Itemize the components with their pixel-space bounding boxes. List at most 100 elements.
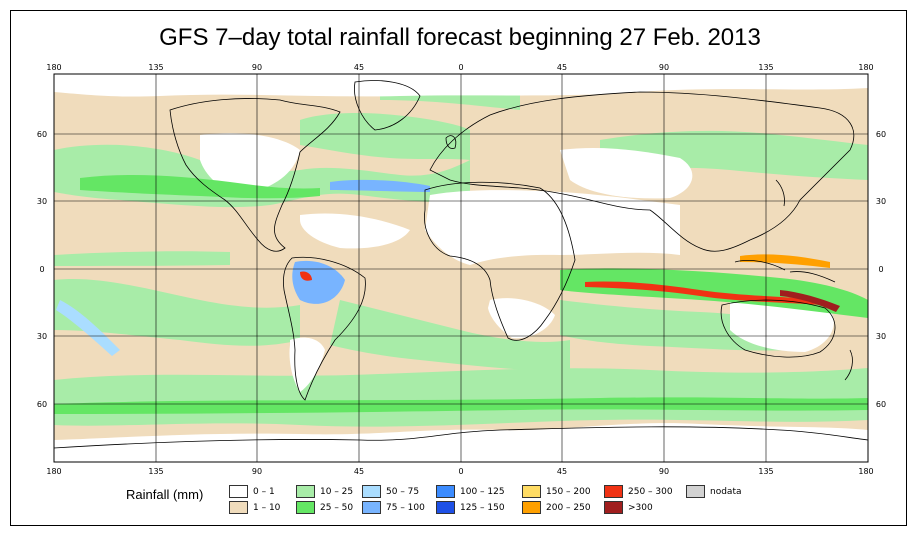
rain-heavy-spcz [56,300,120,356]
coast-australia [720,299,836,358]
graticule [54,74,868,462]
lat-tick-label: 30 [37,197,47,206]
lon-tick-label: 180 [46,63,61,72]
legend-swatch [362,485,381,498]
legend-item: 100 – 125 [436,485,505,498]
coast-uk [445,135,457,149]
lon-tick-label: 0 [458,467,463,476]
lat-tick-label: 60 [876,400,886,409]
legend-swatch [522,501,541,514]
legend-item: 200 – 250 [522,501,591,514]
legend-swatch [436,485,455,498]
rain-extreme-indian-ocean [585,281,822,305]
legend-swatch [522,485,541,498]
legend-item: 0 – 1 [229,485,275,498]
lat-labels-right: 60 30 0 30 60 [876,130,886,409]
legend-swatch [229,485,248,498]
legend-item: 10 – 25 [296,485,353,498]
lon-labels-top: 180 135 90 45 0 45 90 135 180 [46,63,873,72]
coast-antarctica [54,426,868,449]
lon-tick-label: 0 [458,63,463,72]
coast-greenland [354,80,421,131]
lat-tick-label: 30 [876,332,886,341]
lat-tick-label: 60 [37,130,47,139]
legend-label: 1 – 10 [253,502,281,513]
lon-tick-label: 90 [659,467,669,476]
lat-tick-label: 60 [876,130,886,139]
rain-very-heavy-indo [740,254,830,268]
lat-tick-label: 30 [37,332,47,341]
lon-tick-label: 90 [252,63,262,72]
legend-item: 50 – 75 [362,485,419,498]
legend-swatch [229,501,248,514]
lon-tick-label: 45 [354,467,364,476]
map-title: GFS 7–day total rainfall forecast beginn… [159,24,761,51]
legend-swatch [686,485,705,498]
legend-swatch [604,485,623,498]
coast-north-america [169,98,341,252]
lat-tick-label: 0 [39,265,44,274]
lon-tick-label: 135 [758,63,773,72]
lon-labels-bottom: 180 135 90 45 0 45 90 135 180 [46,467,873,476]
legend-item: 75 – 100 [362,501,425,514]
lon-tick-label: 45 [557,63,567,72]
dry-south-america [289,337,325,392]
rain-extreme-maritime [780,290,840,312]
dry-east-pacific [300,213,410,249]
legend-label: 10 – 25 [320,486,354,497]
rain-heavy-amazon [292,260,345,304]
lat-tick-label: 60 [37,400,47,409]
map-border [53,73,869,463]
rain-band-south-atlantic [330,300,570,371]
lat-tick-label: 0 [878,265,883,274]
legend-label: 50 – 75 [386,486,420,497]
legend-swatch [296,501,315,514]
rain-heavy-north-atlantic [330,179,430,192]
rain-band-indian-ocean [560,300,790,351]
legend-swatch [436,501,455,514]
legend-item: >300 [604,501,653,514]
lon-tick-label: 45 [557,467,567,476]
legend-item: 1 – 10 [229,501,280,514]
lon-tick-label: 45 [354,63,364,72]
rain-band-north-atlantic [300,113,470,160]
lon-tick-label: 135 [758,467,773,476]
legend-label: 200 – 250 [546,502,591,513]
lon-tick-label: 90 [252,467,262,476]
legend-item: 250 – 300 [604,485,673,498]
dry-sahara-arabia [425,190,680,265]
lat-tick-label: 30 [876,197,886,206]
legend-swatch [604,501,623,514]
legend-item: nodata [686,485,741,498]
dry-north-america [200,133,300,195]
dry-australia [730,298,834,352]
legend-swatch [362,501,381,514]
legend-label: 75 – 100 [386,502,425,513]
rain-band-south-pacific [54,279,300,346]
lat-labels-left: 60 30 0 30 60 [37,130,47,409]
legend-label: 100 – 125 [460,486,505,497]
rain-heavy-north-pacific [80,175,320,199]
lon-tick-label: 135 [148,467,163,476]
legend-item: 125 – 150 [436,501,505,514]
lon-tick-label: 180 [858,63,873,72]
legend-item: 25 – 50 [296,501,353,514]
legend-label: 0 – 1 [253,486,275,497]
figure-frame [10,10,907,526]
legend-item: 150 – 200 [522,485,591,498]
lon-tick-label: 180 [46,467,61,476]
rain-extreme-amazon [300,271,312,281]
legend-label: 125 – 150 [460,502,505,513]
coast-new-zealand [844,349,853,381]
legend-label: 250 – 300 [628,486,673,497]
legend-title: Rainfall (mm) [126,487,204,502]
coast-africa [424,181,576,341]
coast-eurasia [429,91,855,252]
coastlines [54,80,868,449]
lon-tick-label: 180 [858,467,873,476]
legend-label: >300 [628,502,653,513]
legend-swatch [296,485,315,498]
legend-label: 150 – 200 [546,486,591,497]
lon-tick-label: 135 [148,63,163,72]
